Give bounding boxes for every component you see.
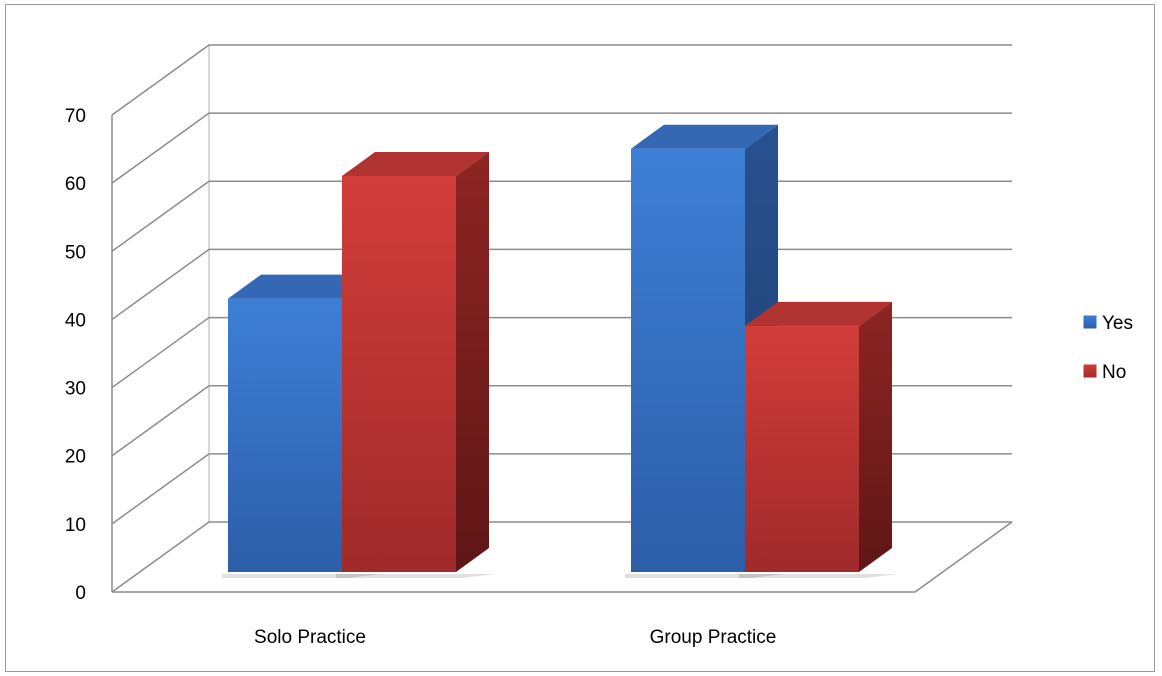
bars xyxy=(222,124,898,578)
y-tick-label: 30 xyxy=(65,379,86,400)
y-tick-label: 50 xyxy=(65,242,86,263)
y-tick-label: 70 xyxy=(65,106,86,127)
chart-walls xyxy=(111,45,1013,593)
legend-swatch xyxy=(1082,314,1098,330)
y-tick-label: 60 xyxy=(65,174,86,195)
gridline xyxy=(111,112,1012,184)
x-category-label: Group Practice xyxy=(650,627,777,648)
bar-no-0 xyxy=(336,151,495,578)
legend-label: No xyxy=(1102,362,1126,383)
legend-label: Yes xyxy=(1102,313,1133,334)
legend-item-no: No xyxy=(1082,362,1126,383)
gridline xyxy=(111,44,1012,116)
y-tick-label: 0 xyxy=(75,583,86,604)
legend: Yes No xyxy=(1082,313,1133,383)
legend-item-yes: Yes xyxy=(1082,313,1133,334)
x-category-label: Solo Practice xyxy=(254,627,366,648)
y-axis-ticks: 0 10 20 30 40 50 60 70 xyxy=(65,106,86,604)
y-tick-label: 40 xyxy=(65,310,86,331)
chart-frame xyxy=(5,4,1155,672)
gridline xyxy=(111,180,1012,252)
legend-swatch xyxy=(1082,363,1098,379)
y-tick-label: 10 xyxy=(65,515,86,536)
y-tick-label: 20 xyxy=(65,447,86,468)
x-axis-labels: Solo Practice Group Practice xyxy=(254,627,776,648)
floor-edge xyxy=(112,521,1013,593)
bar-no-1 xyxy=(739,301,898,578)
